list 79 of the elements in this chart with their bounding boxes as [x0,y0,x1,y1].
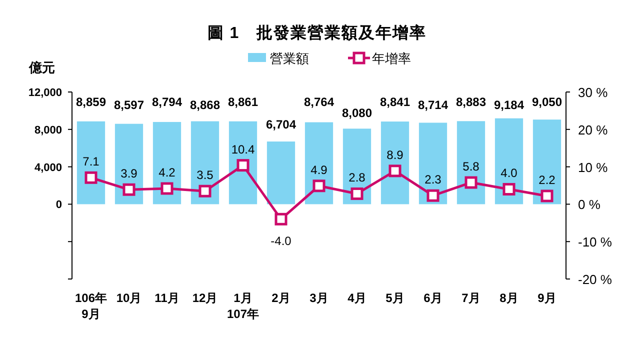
y-tick-label: 4,000 [34,162,62,174]
x-tick-label: 5月 [386,291,404,305]
x-tick-label: 10月 [116,291,142,305]
legend-label: 營業額 [270,51,309,66]
bar [266,142,296,204]
point [198,184,212,198]
point [84,171,98,184]
x-tick-label: 7月 [462,291,480,305]
data-label: 8,714 [418,98,448,112]
y2-tick-label: -10 % [578,234,612,250]
data-label: 3.9 [120,166,138,181]
data-label: 8,764 [304,95,334,109]
y-tick-label: 0 [56,199,62,212]
bar [532,120,562,204]
y-axis-title: 億元 [28,60,55,75]
bar [380,122,410,204]
bar [418,122,448,204]
bar [494,118,524,204]
data-label: 3.5 [196,168,214,182]
data-label: 8,794 [152,95,182,109]
x-tick-label: 2月 [272,291,290,305]
x-tick-label: 9月 [538,291,556,305]
point [464,176,478,189]
data-label: 2.2 [538,172,556,187]
data-label: 8,080 [342,106,372,120]
data-label: 9,184 [494,98,524,112]
data-label: 2.8 [348,170,366,185]
data-label: 8.9 [386,148,404,162]
bar [456,121,486,204]
data-label: 8,597 [114,98,144,112]
point [122,183,136,196]
data-label: 8,841 [380,95,410,109]
point [388,164,402,178]
x-tick-label: 8月 [500,291,518,305]
data-label: 6,704 [266,118,296,132]
data-label: 4.2 [158,165,176,180]
x-tick-label: 12月 [192,291,218,305]
point [236,159,250,172]
y2-tick-label: 10 % [578,160,608,175]
data-label: 5.8 [462,160,480,174]
x-tick-label: 106年 9月 [74,291,108,322]
y2-tick-label: 30 % [578,85,608,100]
y2-tick-label: -20 % [578,272,612,287]
x-tick-label: 1月 107年 [226,291,260,322]
bar [342,128,372,204]
data-label: 7.1 [82,154,100,169]
x-tick-label: 6月 [424,291,442,305]
point [350,187,364,200]
point [312,180,326,192]
data-label: 8,868 [190,98,220,112]
data-label: 9,050 [532,95,562,109]
point [540,190,554,202]
data-label: 10.4 [231,142,255,156]
point [502,182,516,196]
legend-label: 年增率 [372,51,411,66]
bar [114,124,144,204]
data-label: 8,861 [228,95,258,109]
x-tick-label: 11月 [154,291,180,305]
bar [152,122,182,204]
y-tick-label: 8,000 [34,124,62,136]
x-tick-label: 3月 [310,291,328,305]
data-label: -4.0 [270,234,292,248]
point [160,182,174,195]
point [274,212,288,226]
y-tick-label: 12,000 [28,87,62,99]
bar [228,121,258,204]
x-tick-label: 4月 [348,291,366,305]
chart-title: 圖 1 批發業營業額及年增率 [207,23,427,42]
bar [190,121,220,204]
bar [304,122,334,204]
point [426,189,440,202]
y2-tick-label: 20 % [578,122,608,138]
y2-tick-label: 0 % [578,197,601,212]
data-label: 4.9 [310,162,328,177]
data-label: 8,883 [456,95,486,109]
data-label: 8,859 [76,95,106,109]
data-label: 2.3 [424,172,442,187]
bar [76,121,106,204]
data-label: 4.0 [500,166,518,180]
